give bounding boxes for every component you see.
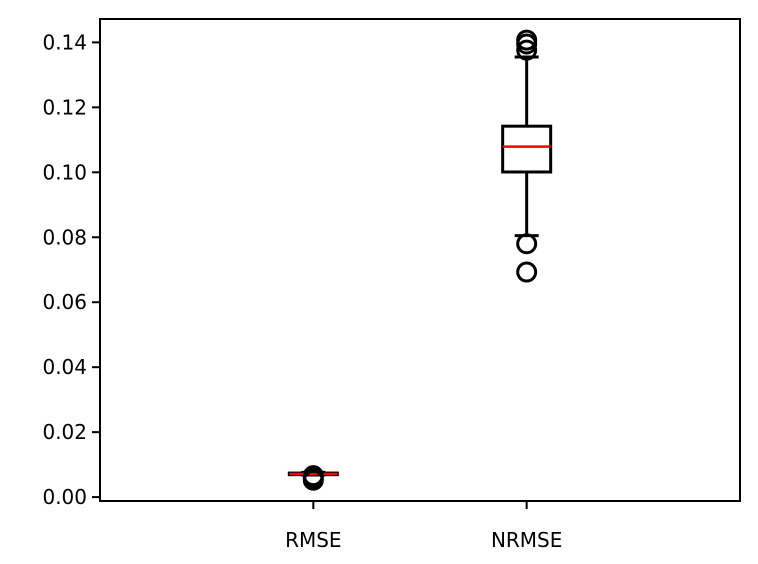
y-tick-label: 0.12: [42, 95, 87, 119]
boxes: [287, 29, 553, 491]
outlier-point: [516, 233, 538, 255]
y-tick-label: 0.00: [42, 485, 87, 509]
plot-frame: [99, 18, 741, 502]
outlier-point: [516, 39, 538, 61]
y-tick-label: 0.14: [42, 30, 87, 54]
y-tick-label: 0.04: [42, 355, 87, 379]
outlier-point: [302, 465, 324, 487]
x-tick-label: NRMSE: [491, 528, 562, 552]
y-axis: 0.00 0.02 0.04 0.06 0.08 0.10 0.12 0.14: [42, 30, 100, 509]
y-tick-label: 0.02: [42, 420, 87, 444]
iqr-box: [501, 124, 553, 174]
outlier-point: [516, 261, 538, 283]
x-axis: RMSE NRMSE: [285, 501, 562, 552]
y-tick-label: 0.06: [42, 290, 87, 314]
y-tick-label: 0.08: [42, 225, 87, 249]
y-tick-label: 0.10: [42, 160, 87, 184]
outlier-point: [516, 29, 538, 51]
x-tick-label: RMSE: [285, 528, 341, 552]
